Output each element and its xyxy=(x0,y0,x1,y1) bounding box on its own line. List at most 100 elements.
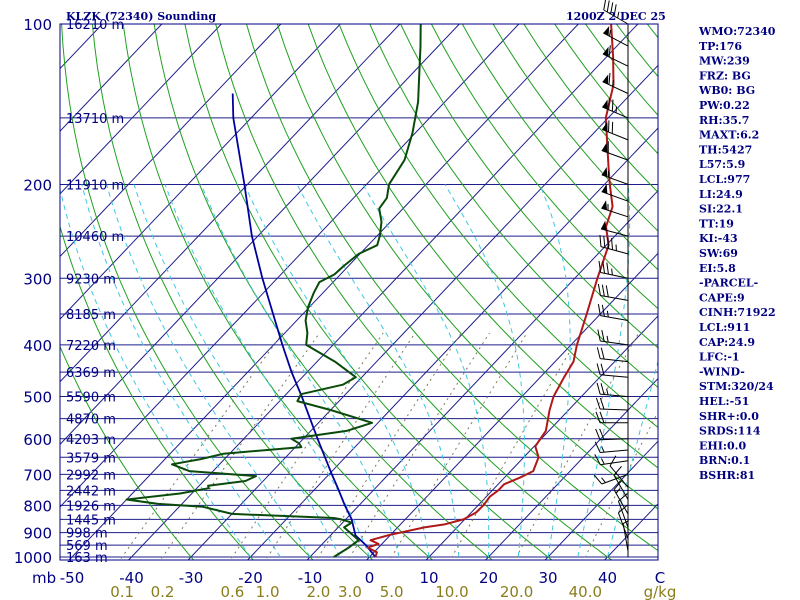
wind-barb xyxy=(594,441,629,453)
height-label: 6369 m xyxy=(66,366,116,381)
dry-adiabat-line xyxy=(338,24,658,429)
mixing-ratio-line xyxy=(315,332,462,560)
isotherm-line xyxy=(60,24,401,383)
temperature-tick-label: 30 xyxy=(538,569,557,587)
dewpoint-line xyxy=(125,24,422,558)
dry-adiabat-line xyxy=(400,24,658,349)
index-item: BRN:0.1 xyxy=(699,454,750,467)
pressure-tick-label: 1000 xyxy=(14,549,52,567)
wind-barb xyxy=(601,183,629,202)
mixing-ratio-unit-label: g/kg xyxy=(644,583,677,600)
isotherm-line xyxy=(485,377,658,560)
wind-barb xyxy=(599,234,629,255)
mixing-ratio-label: 5.0 xyxy=(380,583,404,600)
temperature-line xyxy=(366,24,615,558)
index-item: LFC:-1 xyxy=(699,351,740,364)
temperature-tick-label: -10 xyxy=(298,569,323,587)
index-item: EI:5.8 xyxy=(699,262,736,275)
wind-barb xyxy=(601,167,629,185)
wind-barb xyxy=(595,397,629,411)
index-item: TT:19 xyxy=(699,217,734,230)
pressure-tick-label: 200 xyxy=(23,176,52,194)
dry-adiabat-line xyxy=(184,24,553,560)
wind-barb-column xyxy=(593,0,629,557)
moist-adiabat-line xyxy=(81,184,281,558)
isotherm-line xyxy=(425,315,658,560)
index-item: LCL:977 xyxy=(699,173,750,186)
height-label: 998 m xyxy=(66,527,108,542)
index-item: CAP:24.9 xyxy=(699,336,755,349)
temperature-tick-label: 20 xyxy=(479,569,498,587)
height-label: 2442 m xyxy=(66,484,116,499)
height-label: 4203 m xyxy=(66,433,116,448)
wind-barb xyxy=(603,25,629,47)
wind-barb xyxy=(598,260,629,279)
wind-barb xyxy=(597,304,629,321)
wind-barb xyxy=(602,97,629,119)
height-label: 8185 m xyxy=(66,308,116,323)
height-label: 4870 m xyxy=(66,413,116,428)
index-item: -WIND- xyxy=(699,365,745,378)
pressure-tick-label: 900 xyxy=(23,525,52,543)
wind-barb xyxy=(596,382,629,398)
height-label: 1926 m xyxy=(66,499,116,514)
isotherm-line xyxy=(60,24,520,508)
mixing-ratio-label: 0.6 xyxy=(220,583,244,600)
dry-adiabat-line xyxy=(60,345,195,560)
index-item: TP:176 xyxy=(699,40,742,53)
temperature-tick-label: 40 xyxy=(598,569,617,587)
index-item: SW:69 xyxy=(699,247,738,260)
index-item: WMO:72340 xyxy=(698,25,776,38)
mixing-ratio-label: 2.0 xyxy=(307,583,331,600)
index-item: L57:5.9 xyxy=(699,158,745,171)
profile-lines xyxy=(125,24,615,558)
isotherm-line xyxy=(68,24,579,560)
index-item: HEL:-51 xyxy=(699,395,749,408)
moist-adiabat-line xyxy=(362,184,490,557)
index-item: SRDS:114 xyxy=(699,425,761,438)
isotherm-line xyxy=(366,252,658,560)
moist-adiabat-line xyxy=(577,184,631,558)
index-item: STM:320/24 xyxy=(699,380,774,393)
background-lines xyxy=(60,24,658,560)
pressure-tick-label: 300 xyxy=(23,270,52,288)
pressure-unit-label: mb xyxy=(32,569,56,587)
isotherm-line xyxy=(60,24,460,446)
dry-adiabat-line xyxy=(91,24,374,560)
height-label: 569 m xyxy=(66,539,108,554)
wind-barb xyxy=(594,454,629,466)
wind-barb xyxy=(602,72,629,94)
isotherm-line xyxy=(544,440,658,560)
mixing-ratio-line xyxy=(514,332,640,560)
wind-barb xyxy=(593,473,629,485)
temperature-unit-label: C xyxy=(655,569,665,587)
index-item: PW:0.22 xyxy=(699,99,750,112)
wind-barb xyxy=(601,200,629,218)
temperature-tick-label: -20 xyxy=(238,569,263,587)
height-label: 9230 m xyxy=(66,272,116,287)
index-item: CAPE:9 xyxy=(699,291,745,304)
isotherm-line xyxy=(60,24,163,132)
parcel-trace-line xyxy=(231,93,377,558)
mixing-ratio-label: 10.0 xyxy=(435,583,468,600)
dry-adiabat-line xyxy=(461,24,658,271)
height-label: 11910 m xyxy=(66,178,124,193)
mixing-ratio-line xyxy=(389,332,528,560)
dry-adiabat-line xyxy=(369,24,658,388)
index-item: SHR+:0.0 xyxy=(699,410,759,423)
index-item: FRZ: BG xyxy=(699,69,751,82)
index-item: RH:35.7 xyxy=(699,114,749,127)
height-label: 3579 m xyxy=(66,451,116,466)
mixing-ratio-line xyxy=(159,332,321,560)
index-item: KI:-43 xyxy=(699,232,738,245)
moist-adiabat-line xyxy=(200,184,400,558)
wind-barb xyxy=(609,455,629,488)
wind-barb xyxy=(601,141,629,161)
height-label: 2992 m xyxy=(66,468,116,483)
pressure-tick-label: 600 xyxy=(23,431,52,449)
mixing-ratio-line xyxy=(347,332,490,560)
wind-barb xyxy=(595,411,628,424)
pressure-tick-label: 400 xyxy=(23,337,52,355)
mixing-ratio-label: 1.0 xyxy=(256,583,280,600)
